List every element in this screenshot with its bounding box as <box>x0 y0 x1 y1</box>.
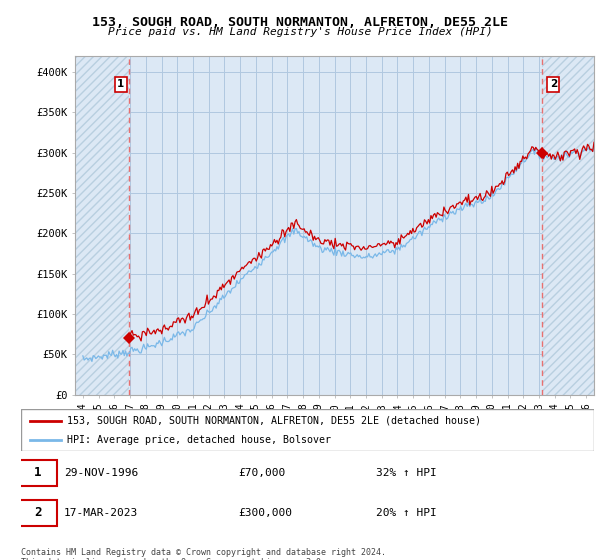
Text: HPI: Average price, detached house, Bolsover: HPI: Average price, detached house, Bols… <box>67 435 331 445</box>
Bar <box>542 56 594 395</box>
Text: £70,000: £70,000 <box>239 468 286 478</box>
Text: 2: 2 <box>34 506 41 519</box>
Text: 29-NOV-1996: 29-NOV-1996 <box>64 468 138 478</box>
Text: £300,000: £300,000 <box>239 507 293 517</box>
Text: Price paid vs. HM Land Registry's House Price Index (HPI): Price paid vs. HM Land Registry's House … <box>107 27 493 37</box>
Bar <box>75 56 128 395</box>
Text: 1: 1 <box>117 79 124 89</box>
FancyBboxPatch shape <box>18 460 57 486</box>
Text: 32% ↑ HPI: 32% ↑ HPI <box>376 468 437 478</box>
FancyBboxPatch shape <box>21 409 594 451</box>
Text: 153, SOUGH ROAD, SOUTH NORMANTON, ALFRETON, DE55 2LE (detached house): 153, SOUGH ROAD, SOUTH NORMANTON, ALFRET… <box>67 416 481 426</box>
Text: 1: 1 <box>34 466 41 479</box>
Text: 20% ↑ HPI: 20% ↑ HPI <box>376 507 437 517</box>
FancyBboxPatch shape <box>18 500 57 526</box>
Text: 2: 2 <box>550 79 557 89</box>
Text: 153, SOUGH ROAD, SOUTH NORMANTON, ALFRETON, DE55 2LE: 153, SOUGH ROAD, SOUTH NORMANTON, ALFRET… <box>92 16 508 29</box>
Text: 17-MAR-2023: 17-MAR-2023 <box>64 507 138 517</box>
Text: Contains HM Land Registry data © Crown copyright and database right 2024.
This d: Contains HM Land Registry data © Crown c… <box>21 548 386 560</box>
